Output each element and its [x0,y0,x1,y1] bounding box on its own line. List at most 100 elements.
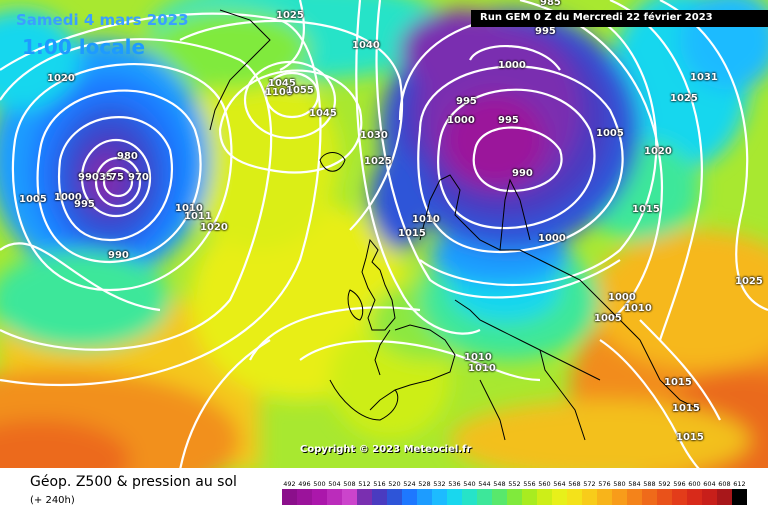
legend-color-swatch [507,489,522,505]
pressure-label: 1000 [498,60,526,71]
pressure-label: 1020 [200,222,228,233]
legend-color-swatch [282,489,297,505]
legend-tick-label: 520 [388,480,400,488]
pressure-label: 1010 [412,214,440,225]
pressure-label: 1000 [608,292,636,303]
pressure-label: 1010 [175,203,203,214]
legend-tick-label: 600 [688,480,700,488]
legend-tick-label: 532 [433,480,445,488]
run-banner [471,10,768,27]
legend-color-swatch [432,489,447,505]
pressure-label: 1010 [468,363,496,374]
legend-tick-label: 556 [523,480,535,488]
forecast-time: 1:00 locale [22,35,146,59]
legend-tick-label: 588 [643,480,655,488]
legend-color-swatch [552,489,567,505]
legend-tick-label: 548 [493,480,505,488]
legend-color-swatch [462,489,477,505]
pressure-label: 1015 [398,228,426,239]
legend-color-swatch [357,489,372,505]
pressure-label: 1015 [676,432,704,443]
legend-tick-label: 492 [283,480,295,488]
legend-color-swatch [687,489,702,505]
forecast-date: Samedi 4 mars 2023 [16,11,189,29]
legend-color-swatch [477,489,492,505]
copyright-notice: Copyright © 2023 Meteociel.fr [300,444,472,455]
pressure-label: 1025 [735,276,763,287]
pressure-label: 1020 [644,146,672,157]
legend-tick-label: 504 [328,480,340,488]
legend-color-swatch [627,489,642,505]
isobars [0,0,768,468]
legend-color-swatch [387,489,402,505]
legend-color-swatch [672,489,687,505]
legend-tick-label: 580 [613,480,625,488]
legend-tick-label: 612 [733,480,745,488]
pressure-label: 1040 [352,40,380,51]
legend-color-swatch [732,489,747,505]
pressure-label: 1000 [538,233,566,244]
legend-color-swatch [522,489,537,505]
legend-tick-label: 608 [718,480,730,488]
pressure-label: 995 [74,199,95,210]
run-label: Run GEM 0 Z du Mercredi 22 février 2023 [480,12,713,23]
legend-tick-label: 544 [478,480,490,488]
pressure-label: 1000 [447,115,475,126]
pressure-label: 1100 [265,87,293,98]
legend-tick-label: 512 [358,480,370,488]
color-scale-legend: 492 496 500 504 508 512 516 520 524 528 532 536 540 5… [282,480,747,505]
pressure-label: 1025 [276,10,304,21]
pressure-label: 995 [535,26,556,37]
pressure-label: 1025 [670,93,698,104]
legend-tick-label: 496 [298,480,310,488]
legend-color-swatch [642,489,657,505]
pressure-label: 1031 [690,72,718,83]
pressure-label: 995 [498,115,519,126]
pressure-label: 1025 [364,156,392,167]
legend-tick-label: 568 [568,480,580,488]
legend-color-swatch [297,489,312,505]
legend-color-swatch [537,489,552,505]
pressure-label: 1015 [672,403,700,414]
legend-tick-label: 516 [373,480,385,488]
legend-color-swatch [702,489,717,505]
pressure-label: 995 [456,96,477,107]
pressure-label: 970 [128,172,149,183]
pressure-label: 985 [540,0,561,8]
legend-tick-label: 596 [673,480,685,488]
map-title: Géop. Z500 & pression au sol [30,474,237,490]
legend-color-swatch [717,489,732,505]
pressure-label: 990 [512,168,533,179]
legend-color-swatch [402,489,417,505]
legend-color-swatch [342,489,357,505]
legend-tick-label: 524 [403,480,415,488]
pressure-label: 1010 [464,352,492,363]
legend-tick-label: 604 [703,480,715,488]
legend-color-swatch [657,489,672,505]
pressure-label: 1015 [632,204,660,215]
pressure-label: 1005 [596,128,624,139]
legend-tick-label: 540 [463,480,475,488]
pressure-label: 990 [108,250,129,261]
legend-color-swatch [372,489,387,505]
pressure-label: 1045 [268,78,296,89]
legend-tick-label: 572 [583,480,595,488]
pressure-label: 99035 [78,172,113,183]
legend-tick-label: 564 [553,480,565,488]
pressure-label: 980 [117,151,138,162]
pressure-label: 1020 [47,73,75,84]
pressure-label: 1015 [664,377,692,388]
forecast-lead-time: (+ 240h) [30,495,75,506]
legend-color-swatch [582,489,597,505]
legend-tick-label: 508 [343,480,355,488]
legend-color-swatch [327,489,342,505]
legend-tick-label: 560 [538,480,550,488]
pressure-label: 1000 [54,192,82,203]
pressure-label: 1055 [286,85,314,96]
legend-color-swatch [312,489,327,505]
pressure-label: 1010 [624,303,652,314]
pressure-label: 1030 [360,130,388,141]
legend-color-swatch [597,489,612,505]
legend-tick-label: 536 [448,480,460,488]
